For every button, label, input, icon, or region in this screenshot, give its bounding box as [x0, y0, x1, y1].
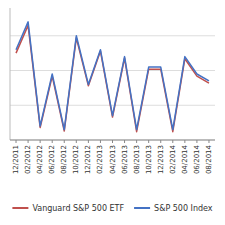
x-tick [88, 140, 89, 143]
legend-label: Vanguard S&P 500 ETF [32, 204, 124, 213]
x-tick [184, 140, 185, 143]
legend-label: S&P 500 Index [154, 204, 213, 213]
x-tick [208, 140, 209, 143]
x-tick [148, 140, 149, 143]
x-tick [160, 140, 161, 143]
chart: 12/2011 02/2012 04/2012 06/2012 08/2012 10/20… [0, 0, 225, 225]
x-tick-label: 08/2012 [60, 145, 68, 174]
x-tick-label: 02/2014 [169, 144, 177, 174]
y-axis-line [10, 8, 11, 140]
x-tick [28, 140, 29, 143]
x-tick-label: 06/2013 [121, 145, 129, 174]
x-tick [196, 140, 197, 143]
x-tick [16, 140, 17, 143]
x-tick [76, 140, 77, 143]
x-tick [112, 140, 113, 143]
grid-line [10, 35, 215, 36]
x-tick-label: 04/2012 [36, 145, 44, 174]
x-tick-label: 08/2013 [133, 145, 141, 174]
x-tick [172, 140, 173, 143]
legend-swatch [12, 207, 28, 209]
legend-swatch [134, 207, 150, 209]
series-line [16, 22, 209, 130]
x-tick-label: 06/2012 [48, 145, 56, 174]
x-tick-label: 10/2012 [72, 145, 80, 174]
x-tick [64, 140, 65, 143]
x-tick [124, 140, 125, 143]
x-tick-label: 12/2011 [12, 145, 20, 174]
x-tick-label: 08/2014 [205, 144, 213, 174]
grid-line [10, 70, 215, 71]
x-tick [40, 140, 41, 143]
x-tick-label: 06/2014 [193, 144, 201, 174]
x-tick-label: 12/2012 [84, 145, 92, 174]
x-tick [136, 140, 137, 143]
x-tick-label: 04/2014 [181, 144, 189, 174]
x-tick-label: 04/2013 [109, 145, 117, 174]
x-tick [100, 140, 101, 143]
legend: Vanguard S&P 500 ETF S&P 500 Index [12, 204, 212, 213]
x-tick [52, 140, 53, 143]
x-tick-label: 10/2013 [145, 145, 153, 174]
grid-line [10, 105, 215, 106]
plot-lines [16, 22, 209, 132]
x-tick-label: 02/2013 [96, 145, 104, 174]
x-tick-label: 02/2012 [24, 145, 32, 174]
x-tick-label: 12/2013 [157, 145, 165, 174]
